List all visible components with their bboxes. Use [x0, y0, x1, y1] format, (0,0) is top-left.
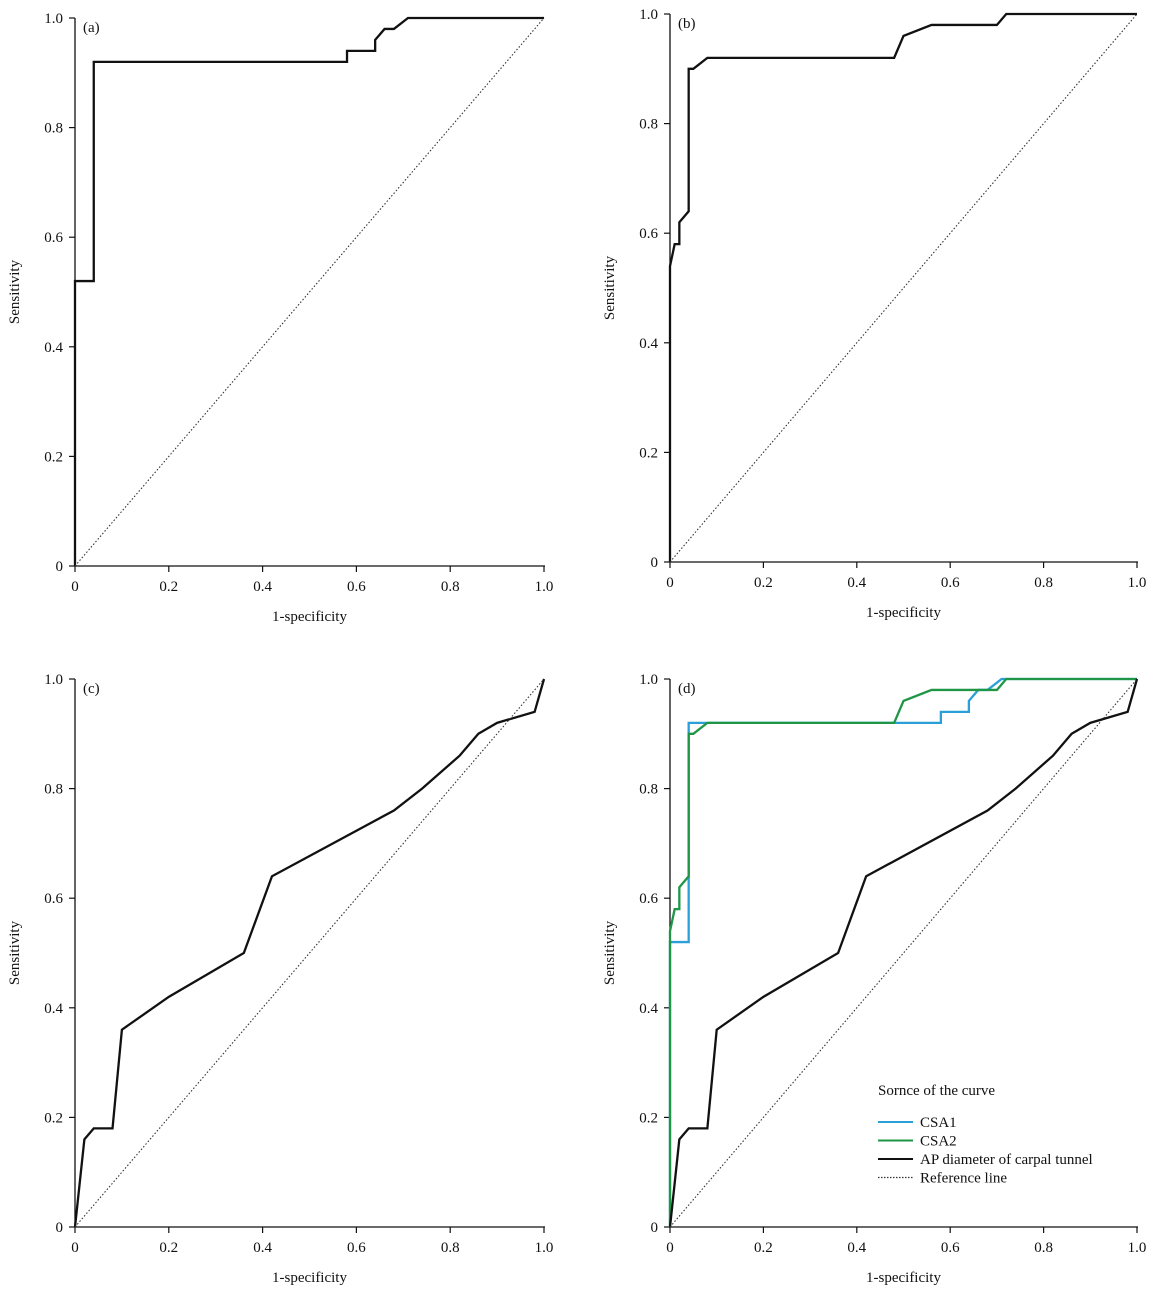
roc-panel-2: 0 0.2 0.4 0.6 0.8 1.0 0 0.2 0.4 0.6 0.8 1.0 1-specif…: [7, 672, 553, 1286]
x-axis-title: 1-specificity: [272, 609, 347, 625]
roc-curve-series: [668, 12, 1137, 562]
x-tick-label: 0.6: [347, 579, 366, 595]
reference-line: [669, 678, 1138, 1228]
x-tick-label: 0.4: [253, 579, 272, 595]
x-tick-label: 0.2: [159, 1240, 178, 1256]
x-tick-label: 0.2: [754, 1240, 773, 1256]
roc-panel-1: 0 0.2 0.4 0.6 0.8 1.0 0 0.2 0.4 0.6 0.8 1.0 1-specif…: [602, 7, 1146, 621]
x-tick-label: 1.0: [535, 579, 554, 595]
panel-label: (b): [678, 16, 696, 32]
reference-line: [74, 17, 545, 567]
y-tick-label: 0: [651, 1220, 659, 1236]
x-tick-label: 0.4: [253, 1240, 272, 1256]
x-tick-label: 0.6: [941, 575, 960, 591]
roc-curve-ap-diameter-of-carpal-tunnel: [668, 678, 1139, 1228]
x-tick-label: 1.0: [535, 1240, 554, 1256]
x-tick-label: 0.8: [441, 1240, 460, 1256]
x-axis-title: 1-specificity: [272, 1270, 347, 1286]
y-tick-label: 0.6: [639, 226, 658, 242]
roc-curve-csa1: [668, 677, 1137, 1227]
x-tick-label: 0.4: [847, 575, 866, 591]
y-tick-label: 0.8: [44, 121, 63, 137]
y-tick-label: 0.4: [639, 1001, 658, 1017]
y-tick-label: 0: [651, 555, 659, 571]
x-tick-label: 0: [666, 575, 674, 591]
x-tick-label: 0.4: [847, 1240, 866, 1256]
x-tick-label: 0: [666, 1240, 674, 1256]
y-tick-label: 0.8: [44, 782, 63, 798]
y-tick-label: 1.0: [639, 7, 658, 23]
y-tick-label: 0.6: [44, 891, 63, 907]
y-tick-label: 0.2: [639, 445, 658, 461]
y-tick-label: 0.8: [639, 782, 658, 798]
x-tick-label: 0.6: [347, 1240, 366, 1256]
panel-label: (a): [83, 20, 100, 36]
y-tick-label: 1.0: [44, 672, 63, 688]
x-tick-label: 0.8: [1034, 1240, 1053, 1256]
y-tick-label: 1.0: [639, 672, 658, 688]
roc-curve-series: [73, 16, 544, 566]
y-tick-label: 0.2: [639, 1110, 658, 1126]
x-tick-label: 0.6: [941, 1240, 960, 1256]
y-tick-label: 0: [56, 1220, 64, 1236]
x-axis-title: 1-specificity: [866, 1270, 941, 1286]
y-tick-label: 0.6: [44, 230, 63, 246]
legend-title: Sornce of the curve: [878, 1083, 995, 1099]
roc-curve-csa2: [668, 677, 1137, 1227]
y-tick-label: 0.8: [639, 117, 658, 133]
y-tick-label: 0.4: [44, 340, 63, 356]
panel-label: (c): [83, 681, 100, 697]
y-tick-label: 0: [56, 559, 64, 575]
y-axis-title: Sensitivity: [7, 259, 23, 324]
y-axis-title: Sensitivity: [602, 920, 618, 985]
x-tick-label: 0: [71, 579, 79, 595]
legend-entry: Reference line: [920, 1171, 1007, 1187]
y-axis-title: Sensitivity: [602, 255, 618, 320]
y-tick-label: 0.2: [44, 449, 63, 465]
y-tick-label: 0.4: [44, 1001, 63, 1017]
reference-line: [74, 678, 545, 1228]
x-tick-label: 0.8: [441, 579, 460, 595]
x-tick-label: 0.2: [754, 575, 773, 591]
y-tick-label: 0.2: [44, 1110, 63, 1126]
legend-entry: CSA2: [920, 1134, 957, 1150]
legend-entry: AP diameter of carpal tunnel: [920, 1152, 1093, 1168]
y-tick-label: 1.0: [44, 11, 63, 27]
panel-label: (d): [678, 681, 696, 697]
legend: Sornce of the curve CSA1 CSA2 AP diameter o…: [878, 1083, 1093, 1187]
x-tick-label: 0: [71, 1240, 79, 1256]
y-axis-title: Sensitivity: [7, 920, 23, 985]
x-tick-label: 1.0: [1128, 575, 1147, 591]
y-tick-label: 0.4: [639, 336, 658, 352]
roc-panel-3: 0 0.2 0.4 0.6 0.8 1.0 0 0.2 0.4 0.6 0.8 1.0 1-specif…: [602, 672, 1146, 1286]
legend-entry: CSA1: [920, 1115, 957, 1131]
reference-line: [669, 13, 1138, 563]
roc-curve-series: [73, 678, 546, 1228]
x-tick-label: 1.0: [1128, 1240, 1147, 1256]
x-tick-label: 0.2: [159, 579, 178, 595]
x-axis-title: 1-specificity: [866, 605, 941, 621]
roc-panel-0: 0 0.2 0.4 0.6 0.8 1.0 0 0.2 0.4 0.6 0.8 1.0 1-specif…: [7, 11, 553, 625]
x-tick-label: 0.8: [1034, 575, 1053, 591]
y-tick-label: 0.6: [639, 891, 658, 907]
